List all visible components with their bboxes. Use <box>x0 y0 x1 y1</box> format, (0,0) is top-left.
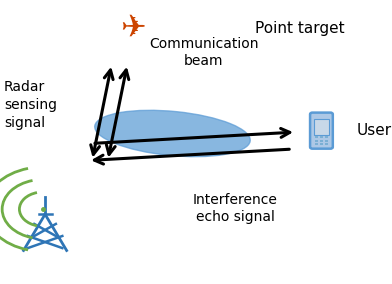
Bar <box>325 143 328 145</box>
FancyBboxPatch shape <box>310 112 333 149</box>
Text: Radar
sensing
signal: Radar sensing signal <box>4 80 57 130</box>
Text: Communication
beam: Communication beam <box>149 37 259 68</box>
Bar <box>320 136 323 138</box>
Bar <box>320 140 323 142</box>
Text: ✈: ✈ <box>120 14 146 43</box>
Bar <box>315 143 318 145</box>
Bar <box>325 140 328 142</box>
Text: User: User <box>357 123 392 138</box>
Bar <box>325 136 328 138</box>
Text: Interference
echo signal: Interference echo signal <box>193 193 278 224</box>
Bar <box>315 140 318 142</box>
FancyBboxPatch shape <box>314 119 329 135</box>
Text: Point target: Point target <box>255 21 345 36</box>
Ellipse shape <box>95 110 250 157</box>
Bar <box>315 136 318 138</box>
Bar <box>320 143 323 145</box>
